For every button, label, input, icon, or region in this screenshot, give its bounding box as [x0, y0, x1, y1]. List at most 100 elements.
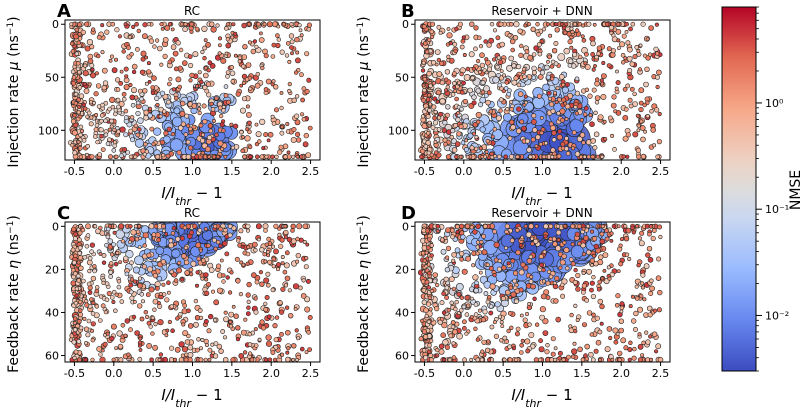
- data-point: [643, 129, 648, 134]
- data-point: [237, 55, 243, 60]
- data-point: [195, 283, 200, 288]
- data-point: [91, 27, 96, 32]
- data-point: [440, 248, 447, 255]
- data-point: [524, 338, 531, 345]
- data-point: [564, 103, 571, 110]
- data-point: [637, 357, 643, 362]
- data-point: [625, 227, 632, 234]
- data-point: [421, 23, 427, 29]
- data-point: [464, 312, 470, 317]
- data-point: [561, 86, 569, 94]
- data-point: [100, 348, 105, 353]
- data-point: [221, 273, 226, 278]
- data-point: [504, 223, 510, 229]
- data-point: [82, 316, 87, 321]
- data-point: [435, 229, 440, 234]
- panel-a-letter: A: [57, 1, 71, 22]
- data-point: [468, 51, 475, 58]
- data-point: [481, 233, 486, 239]
- data-point: [568, 257, 574, 262]
- data-point: [200, 276, 205, 281]
- data-point: [198, 248, 203, 253]
- data-point: [462, 52, 467, 57]
- data-point: [540, 293, 547, 300]
- y-tick-label: 0: [402, 220, 409, 233]
- data-point: [602, 119, 607, 124]
- data-point: [291, 357, 296, 362]
- data-point: [421, 287, 427, 293]
- data-point: [109, 96, 116, 103]
- data-point: [483, 93, 489, 98]
- data-point: [175, 40, 181, 46]
- data-point: [210, 107, 216, 112]
- data-point: [71, 129, 78, 136]
- data-point: [306, 329, 311, 335]
- data-point: [533, 357, 539, 362]
- data-point: [501, 265, 507, 271]
- data-point: [637, 306, 644, 313]
- data-point: [459, 230, 465, 236]
- data-point: [561, 97, 567, 103]
- data-point: [590, 52, 596, 57]
- data-point: [543, 289, 550, 296]
- data-point: [173, 357, 178, 362]
- data-point: [581, 23, 586, 28]
- data-point: [475, 223, 481, 230]
- data-point: [496, 55, 501, 60]
- data-point: [556, 237, 561, 242]
- data-point: [229, 65, 235, 70]
- data-point: [192, 223, 198, 229]
- data-point: [108, 274, 113, 279]
- data-point: [599, 321, 604, 326]
- data-point: [92, 264, 97, 269]
- data-point: [287, 88, 292, 94]
- data-point: [610, 48, 616, 54]
- data-point: [281, 22, 287, 27]
- data-point: [600, 81, 605, 86]
- data-point: [480, 317, 486, 323]
- data-point: [588, 351, 594, 358]
- data-point: [245, 62, 252, 68]
- data-point: [539, 39, 544, 44]
- data-point: [208, 128, 213, 134]
- data-point: [206, 328, 212, 334]
- data-point: [526, 147, 532, 153]
- data-point: [610, 357, 615, 362]
- data-point: [602, 252, 609, 258]
- data-point: [425, 114, 431, 119]
- data-point: [207, 60, 213, 66]
- data-point: [263, 87, 269, 92]
- data-point: [70, 118, 77, 124]
- data-point: [205, 342, 210, 347]
- data-point: [142, 22, 148, 28]
- data-point: [508, 154, 515, 160]
- data-point: [547, 96, 552, 101]
- data-point: [271, 21, 278, 28]
- data-point: [427, 237, 432, 242]
- data-point: [201, 258, 206, 263]
- data-point: [427, 295, 432, 300]
- data-point: [513, 298, 520, 304]
- data-point: [124, 271, 130, 277]
- data-point: [627, 256, 632, 261]
- data-point: [484, 347, 491, 353]
- panel-b-xticks: -0.5 0.0 0.5 1.0 1.5 2.0 2.5: [414, 160, 669, 178]
- data-point: [152, 273, 158, 279]
- data-point: [556, 111, 561, 116]
- data-point: [511, 79, 518, 86]
- panel-b: B Reservoir + DNN -0.5 0.0 0.5 1.0 1.5 2.0 2.5…: [356, 1, 671, 208]
- x-tick-label: 0.0: [455, 367, 473, 380]
- data-point: [236, 238, 241, 243]
- data-point: [294, 113, 300, 119]
- data-point: [523, 94, 528, 99]
- data-point: [545, 22, 550, 27]
- data-point: [563, 47, 570, 55]
- data-point: [619, 237, 624, 242]
- data-point: [107, 106, 112, 112]
- data-point: [211, 350, 216, 355]
- data-point: [277, 300, 283, 306]
- data-point: [455, 229, 460, 234]
- data-point: [119, 126, 126, 133]
- data-point: [617, 357, 622, 362]
- data-point: [638, 87, 645, 94]
